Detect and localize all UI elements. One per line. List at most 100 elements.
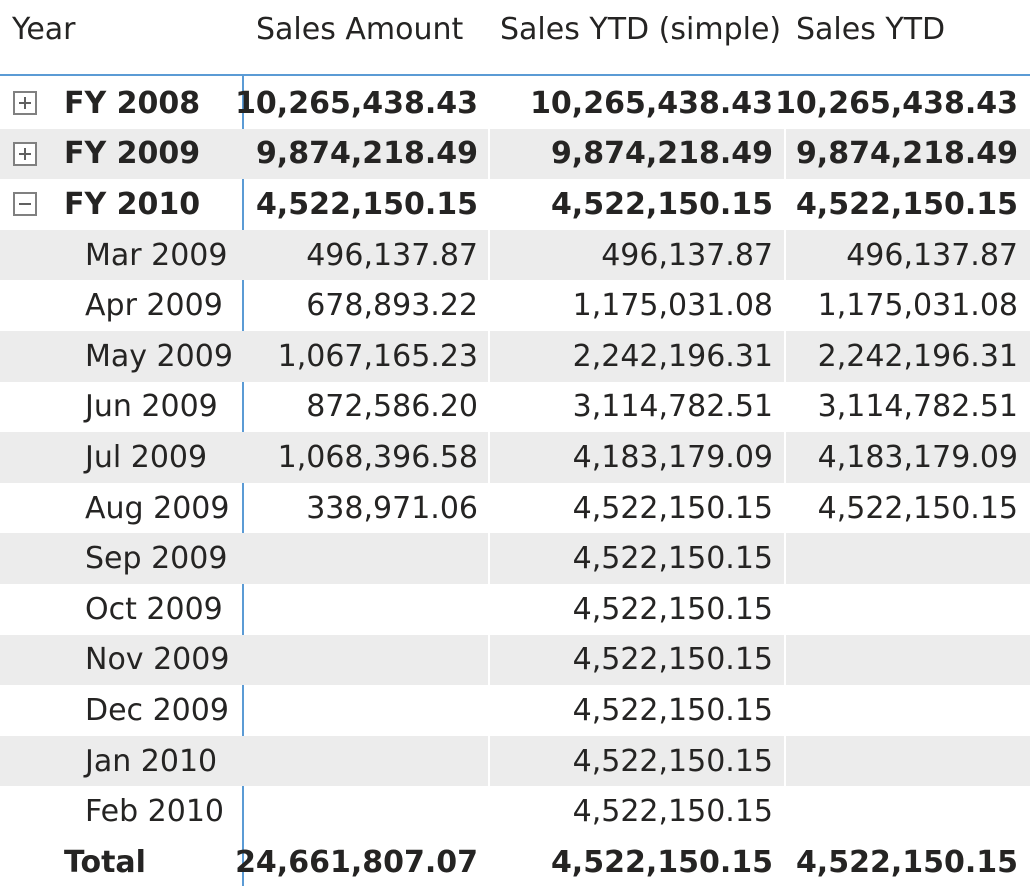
row-label: Jul 2009 [85, 439, 208, 475]
row-header: FY 2008 [0, 78, 240, 129]
cell-sales-ytd [786, 685, 1018, 736]
row-label: May 2009 [85, 338, 233, 374]
year-row-fy-2010: FY 2010 4,522,150.15 4,522,150.15 4,522,… [0, 179, 1030, 230]
column-gap [488, 533, 490, 584]
cell-sales-amount: 872,586.20 [306, 389, 478, 425]
row-label: FY 2010 [64, 186, 201, 222]
cell-sales-amount: 4,522,150.15 [255, 186, 478, 222]
header-divider [0, 74, 1030, 76]
row-header: FY 2009 [0, 129, 240, 180]
column-header-sales-ytd[interactable]: Sales YTD [796, 12, 946, 47]
cell-sales-ytd [786, 736, 1018, 787]
month-row: Nov 2009 4,522,150.15 [0, 634, 1030, 686]
column-header-sales-amount[interactable]: Sales Amount [256, 12, 464, 47]
cell-sales-amount [246, 736, 478, 787]
cell-sales-ytd [786, 584, 1018, 635]
column-gap [488, 330, 490, 382]
cell-sales-ytd: 1,175,031.08 [817, 288, 1018, 324]
column-header-year[interactable]: Year [12, 12, 76, 47]
column-gap [488, 432, 490, 483]
cell-sales-ytd-simple: 4,183,179.09 [572, 439, 773, 475]
column-gap [488, 634, 490, 686]
cell-sales-ytd-simple: 4,522,150.15 [572, 692, 773, 728]
row-label: Aug 2009 [85, 490, 230, 526]
row-label: Jun 2009 [85, 389, 218, 425]
cell-sales-ytd: 2,242,196.31 [817, 338, 1018, 374]
month-row: Aug 2009 338,971.06 4,522,150.15 4,522,1… [0, 483, 1030, 534]
column-gap [784, 735, 786, 787]
row-label: Sep 2009 [85, 541, 228, 577]
total-label: Total [64, 844, 146, 880]
month-row: Jun 2009 872,586.20 3,114,782.51 3,114,7… [0, 382, 1030, 433]
column-gap [488, 229, 490, 281]
cell-sales-amount [246, 786, 478, 837]
cell-sales-ytd [786, 786, 1018, 837]
month-row: Sep 2009 4,522,150.15 [0, 533, 1030, 584]
month-row: May 2009 1,067,165.23 2,242,196.31 2,242… [0, 330, 1030, 382]
matrix-body: FY 2008 10,265,438.43 10,265,438.43 10,2… [0, 78, 1030, 888]
row-label: Nov 2009 [85, 642, 230, 678]
column-gap [488, 128, 490, 180]
cell-sales-ytd-simple: 4,522,150.15 [572, 490, 773, 526]
cell-sales-ytd-simple: 4,522,150.15 [550, 186, 773, 222]
expand-plus-icon[interactable] [13, 141, 37, 166]
cell-sales-amount: 1,068,396.58 [277, 439, 478, 475]
column-gap [784, 330, 786, 382]
month-row: Dec 2009 4,522,150.15 [0, 685, 1030, 736]
cell-sales-ytd: 10,265,438.43 [775, 85, 1018, 121]
month-row: Jul 2009 1,068,396.58 4,183,179.09 4,183… [0, 432, 1030, 483]
total-row: Total 24,661,807.07 4,522,150.15 4,522,1… [0, 837, 1030, 888]
cell-sales-ytd-simple: 4,522,150.15 [572, 743, 773, 779]
row-label: Dec 2009 [85, 692, 229, 728]
cell-sales-ytd: 4,522,150.15 [817, 490, 1018, 526]
cell-sales-ytd-simple: 2,242,196.31 [572, 338, 773, 374]
column-header-sales-ytd-simple[interactable]: Sales YTD (simple) [500, 12, 782, 47]
cell-sales-amount [246, 635, 478, 686]
cell-sales-amount: 496,137.87 [306, 237, 478, 273]
row-header: FY 2010 [0, 179, 240, 230]
cell-sales-ytd-simple: 10,265,438.43 [530, 85, 773, 121]
cell-sales-ytd: 496,137.87 [846, 237, 1018, 273]
cell-sales-amount: 338,971.06 [306, 490, 478, 526]
cell-sales-ytd-simple: 4,522,150.15 [572, 591, 773, 627]
row-label: Feb 2010 [85, 794, 224, 830]
cell-sales-amount: 10,265,438.43 [235, 85, 478, 121]
cell-sales-ytd: 9,874,218.49 [795, 136, 1018, 172]
row-label: Apr 2009 [85, 288, 223, 324]
cell-sales-ytd-simple: 9,874,218.49 [550, 136, 773, 172]
cell-sales-ytd [786, 635, 1018, 686]
cell-sales-ytd-simple: 4,522,150.15 [572, 541, 773, 577]
month-row: Oct 2009 4,522,150.15 [0, 584, 1030, 635]
total-sales-ytd-simple: 4,522,150.15 [550, 844, 773, 880]
cell-sales-amount: 678,893.22 [306, 288, 478, 324]
column-gap [488, 735, 490, 787]
cell-sales-ytd: 3,114,782.51 [817, 389, 1018, 425]
month-row: Mar 2009 496,137.87 496,137.87 496,137.8… [0, 229, 1030, 281]
column-gap [784, 229, 786, 281]
collapse-minus-icon[interactable] [13, 192, 37, 217]
row-label: FY 2008 [64, 85, 201, 121]
column-gap [784, 533, 786, 584]
cell-sales-ytd-simple: 1,175,031.08 [572, 288, 773, 324]
cell-sales-amount [246, 584, 478, 635]
month-row: Apr 2009 678,893.22 1,175,031.08 1,175,0… [0, 280, 1030, 331]
cell-sales-amount [246, 533, 478, 584]
year-row-fy-2009: FY 2009 9,874,218.49 9,874,218.49 9,874,… [0, 128, 1030, 180]
total-sales-amount: 24,661,807.07 [235, 844, 478, 880]
cell-sales-ytd-simple: 3,114,782.51 [572, 389, 773, 425]
column-header-row: Year Sales Amount Sales YTD (simple) Sal… [0, 0, 1030, 74]
month-row: Jan 2010 4,522,150.15 [0, 735, 1030, 787]
row-label: Mar 2009 [85, 237, 228, 273]
year-row-fy-2008: FY 2008 10,265,438.43 10,265,438.43 10,2… [0, 78, 1030, 129]
cell-sales-amount: 9,874,218.49 [255, 136, 478, 172]
cell-sales-ytd-simple: 496,137.87 [601, 237, 773, 273]
row-label: FY 2009 [64, 136, 201, 172]
expand-plus-icon[interactable] [13, 91, 37, 116]
row-label: Oct 2009 [85, 591, 223, 627]
cell-sales-ytd-simple: 4,522,150.15 [572, 642, 773, 678]
total-sales-ytd: 4,522,150.15 [795, 844, 1018, 880]
column-gap [784, 634, 786, 686]
column-gap [784, 432, 786, 483]
cell-sales-ytd-simple: 4,522,150.15 [572, 794, 773, 830]
